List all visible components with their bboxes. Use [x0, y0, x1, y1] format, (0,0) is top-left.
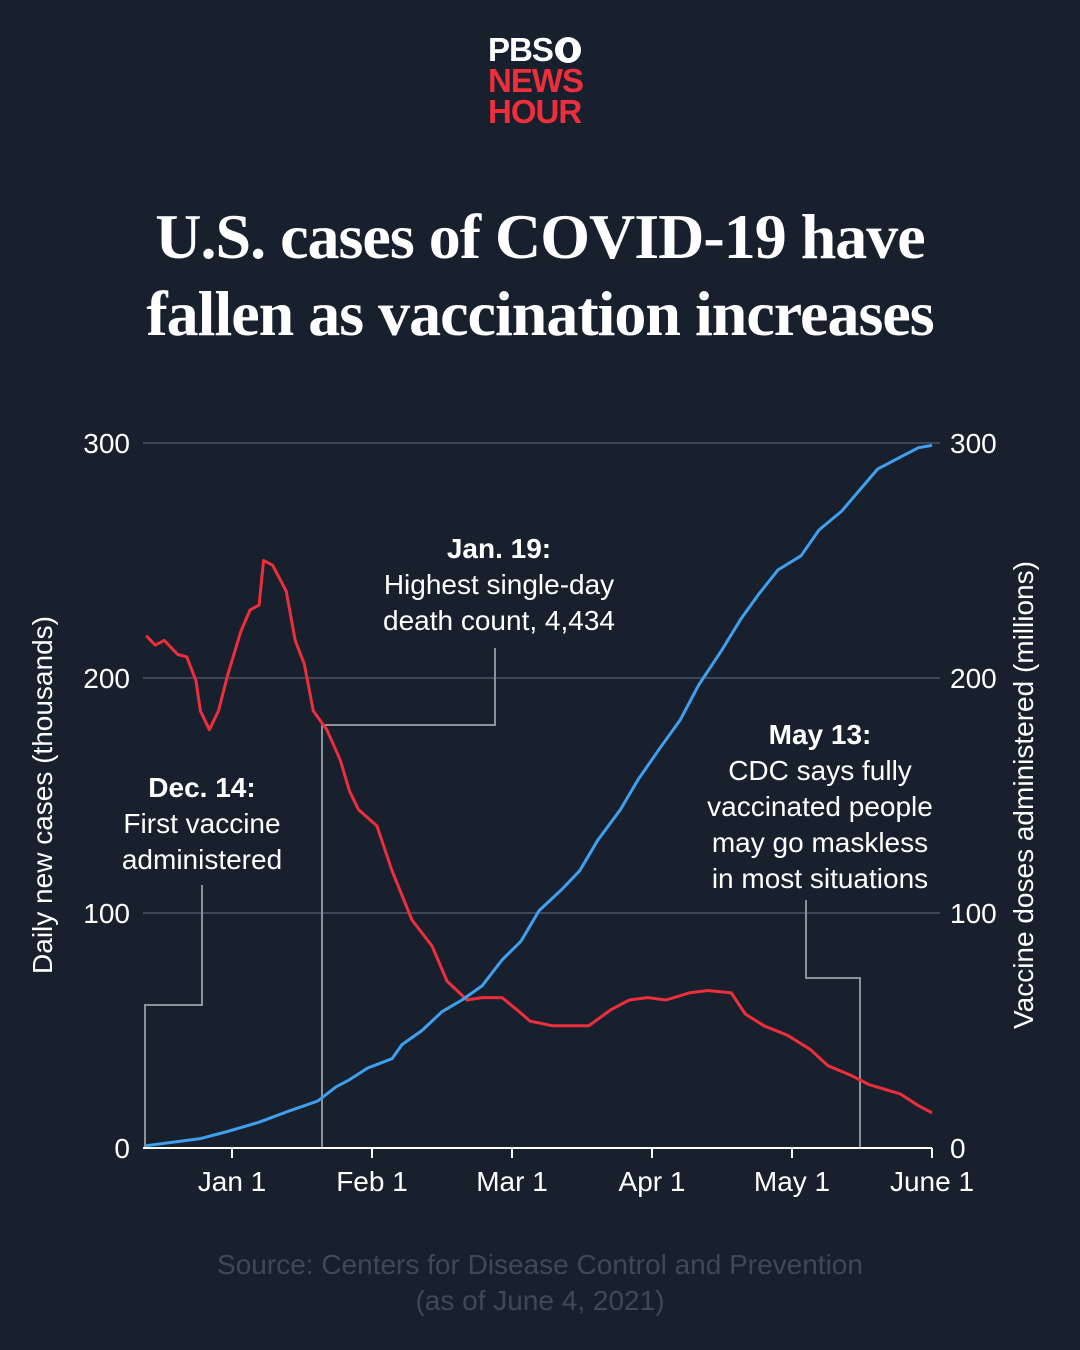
annotation-text: administered	[122, 844, 282, 875]
leader-may13	[805, 900, 861, 1148]
right-y-tick-label: 300	[950, 428, 997, 459]
annotation-heading: May 13:	[769, 719, 872, 750]
leader-dec14	[144, 885, 203, 1148]
right-y-tick-label: 0	[950, 1133, 966, 1164]
annotation-text: may go maskless	[712, 827, 928, 858]
left-y-tick-label: 200	[83, 663, 130, 694]
right-axis-label: Vaccine doses administered (millions)	[1008, 561, 1039, 1029]
right-y-tick-label: 100	[950, 898, 997, 929]
pbs-newshour-logo: PBS NEWS HOUR	[488, 31, 598, 130]
annotation-heading: Dec. 14:	[148, 772, 255, 803]
x-tick-label: Apr 1	[619, 1166, 686, 1197]
pbs-head-icon	[554, 36, 581, 63]
annotation-jan19: Jan. 19: Highest single-day death count,…	[383, 533, 615, 636]
annotation-text: CDC says fully	[728, 755, 912, 786]
annotation-dec14: Dec. 14: First vaccine administered	[122, 772, 282, 875]
x-tick-label: Feb 1	[336, 1166, 408, 1197]
gridlines	[143, 442, 940, 914]
title-line-2: fallen as vaccination increases	[146, 278, 934, 349]
title-line-1: U.S. cases of COVID-19 have	[155, 201, 925, 272]
x-tick-label: June 1	[890, 1166, 974, 1197]
cases-line	[145, 559, 933, 1115]
annotation-may13: May 13: CDC says fully vaccinated people…	[707, 719, 933, 894]
logo-text-hour: HOUR	[488, 93, 582, 130]
annotation-heading: Jan. 19:	[447, 533, 551, 564]
left-axis-label: Daily new cases (thousands)	[27, 616, 58, 974]
x-tick-label: Mar 1	[476, 1166, 548, 1197]
left-y-tick-label: 100	[83, 898, 130, 929]
annotation-text: in most situations	[712, 863, 928, 894]
source-line-1: Source: Centers for Disease Control and …	[217, 1249, 863, 1280]
logo-text-news: NEWS	[488, 62, 584, 99]
annotation-text: vaccinated people	[707, 791, 933, 822]
right-y-tick-label: 200	[950, 663, 997, 694]
vaccine-doses-line	[146, 443, 933, 1148]
annotation-text: First vaccine	[123, 808, 280, 839]
annotation-text: Highest single-day	[384, 569, 614, 600]
leader-jan19	[321, 648, 496, 1148]
left-y-tick-label: 0	[114, 1133, 130, 1164]
annotation-text: death count, 4,434	[383, 605, 615, 636]
x-tick-label: Jan 1	[198, 1166, 267, 1197]
logo-text-pbs: PBS	[488, 31, 554, 68]
chart-title: U.S. cases of COVID-19 have fallen as va…	[0, 198, 1080, 352]
x-tick-label: May 1	[754, 1166, 830, 1197]
source-line-2: (as of June 4, 2021)	[415, 1285, 664, 1316]
annotation-leaders	[144, 648, 861, 1148]
left-y-tick-label: 300	[83, 428, 130, 459]
logo-pbs: PBS	[488, 31, 598, 68]
